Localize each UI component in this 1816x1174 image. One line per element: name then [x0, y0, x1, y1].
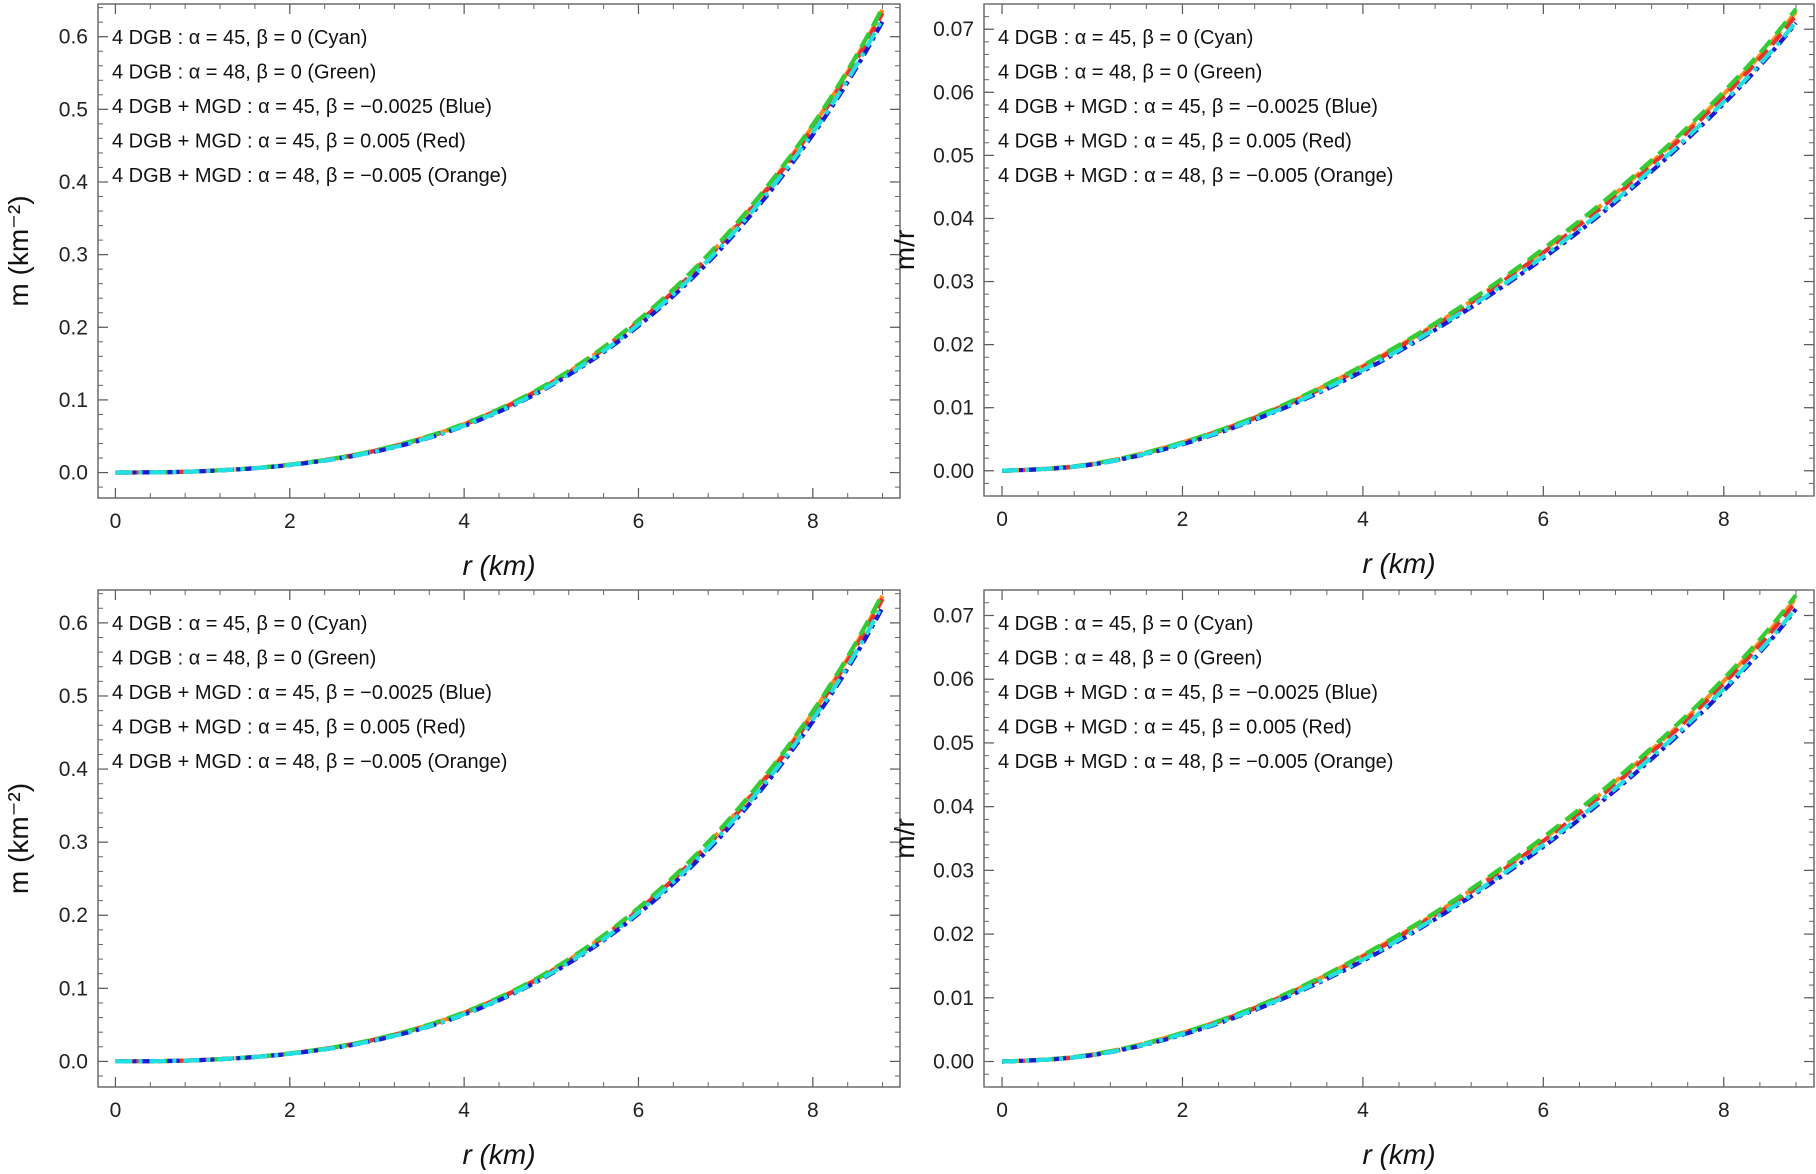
chart-panel-top-right: 0 2 4 6 8 0.00 0.01 0.02 0.03 0.04 0.05 0.06 0.07 r (… [889, 3, 1815, 579]
legend-entry: 4 DGB : α = 48, β = 0 (Green) [112, 62, 376, 84]
chart-panel-top-left: 0 2 4 6 8 0.0 0.1 0.2 0.3 0.4 0.5 0.6 r (km) m (km⁻²)… [3, 3, 901, 581]
series-line-blue [115, 20, 885, 475]
y-tick-label: 0.0 [59, 1050, 88, 1073]
y-tick-label: 0.4 [59, 758, 89, 781]
y-tick-label: 0.00 [933, 1051, 974, 1074]
y-tick-label: 0.4 [59, 171, 89, 194]
y-tick-label: 0.2 [59, 904, 88, 927]
x-tick-label: 0 [110, 1099, 122, 1122]
y-tick-label: 0.07 [933, 604, 974, 627]
legend-entry: 4 DGB + MGD : α = 48, β = −0.005 (Orange… [112, 751, 507, 773]
x-tick-label: 2 [1177, 1099, 1189, 1122]
x-tick-label: 0 [996, 508, 1008, 531]
series-line-cyan [115, 603, 885, 1064]
x-tick-label: 8 [807, 510, 819, 533]
legend-entry: 4 DGB : α = 45, β = 0 (Cyan) [112, 27, 367, 49]
y-tick-label: 0.6 [59, 26, 88, 49]
legend-entry: 4 DGB : α = 48, β = 0 (Green) [112, 648, 376, 670]
x-tick-label: 4 [1357, 1099, 1369, 1122]
y-axis-label: m/r [889, 230, 920, 270]
series-line-cyan [1001, 606, 1798, 1064]
y-tick-label: 0.6 [59, 612, 88, 635]
y-tick-label: 0.04 [933, 796, 974, 819]
y-tick-label: 0.02 [933, 334, 974, 357]
x-tick-label: 6 [1538, 1099, 1550, 1122]
y-tick-label: 0.5 [59, 685, 88, 708]
y-tick-label: 0.05 [933, 732, 974, 755]
y-tick-label: 0.00 [933, 460, 974, 483]
y-axis-label: m (km⁻²) [3, 783, 34, 894]
legend-entry: 4 DGB : α = 45, β = 0 (Cyan) [112, 613, 367, 635]
y-tick-label: 0.06 [933, 81, 974, 104]
y-tick-label: 0.0 [59, 462, 88, 485]
x-tick-label: 8 [1718, 1099, 1730, 1122]
y-tick-label: 0.01 [933, 397, 974, 420]
x-tick-label: 4 [1357, 508, 1369, 531]
legend-entry: 4 DGB + MGD : α = 45, β = 0.005 (Red) [998, 131, 1352, 153]
x-tick-label: 2 [284, 510, 296, 533]
y-tick-label: 0.1 [59, 389, 88, 412]
x-tick-label: 6 [633, 510, 645, 533]
x-tick-label: 6 [1538, 508, 1550, 531]
series-line-green [1001, 593, 1798, 1064]
y-axis-label: m/r [889, 818, 920, 858]
y-tick-label: 0.1 [59, 977, 88, 1000]
y-tick-label: 0.01 [933, 987, 974, 1010]
y-tick-label: 0.06 [933, 668, 974, 691]
x-tick-label: 0 [110, 510, 122, 533]
x-tick-label: 2 [284, 1099, 296, 1122]
x-axis-label: r (km) [462, 550, 535, 581]
series-line-blue [1001, 607, 1798, 1064]
legend-entry: 4 DGB + MGD : α = 45, β = −0.0025 (Blue) [998, 682, 1378, 704]
legend-entry: 4 DGB + MGD : α = 45, β = −0.0025 (Blue) [998, 96, 1378, 118]
y-tick-label: 0.04 [933, 207, 974, 230]
series-line-blue [1001, 21, 1798, 473]
series-line-red [1001, 600, 1798, 1064]
y-tick-label: 0.02 [933, 923, 974, 946]
chart-panel-bottom-right: 0 2 4 6 8 0.00 0.01 0.02 0.03 0.04 0.05 0.06 0.07 r (… [889, 589, 1815, 1170]
y-tick-label: 0.07 [933, 18, 974, 41]
x-tick-label: 2 [1177, 508, 1189, 531]
series-line-cyan [1001, 20, 1798, 473]
legend-entry: 4 DGB + MGD : α = 48, β = −0.005 (Orange… [998, 751, 1393, 773]
series-line-blue [115, 606, 885, 1064]
legend-entry: 4 DGB + MGD : α = 48, β = −0.005 (Orange… [112, 165, 507, 187]
y-tick-label: 0.05 [933, 144, 974, 167]
y-tick-label: 0.5 [59, 98, 88, 121]
legend-entry: 4 DGB + MGD : α = 45, β = 0.005 (Red) [998, 717, 1352, 739]
y-axis-label: m (km⁻²) [3, 195, 34, 306]
x-tick-label: 6 [633, 1099, 645, 1122]
y-tick-label: 0.03 [933, 271, 974, 294]
x-axis-label: r (km) [1362, 548, 1435, 579]
legend-entry: 4 DGB : α = 48, β = 0 (Green) [998, 648, 1262, 670]
legend-entry: 4 DGB + MGD : α = 45, β = 0.005 (Red) [112, 717, 466, 739]
legend-entry: 4 DGB + MGD : α = 48, β = −0.005 (Orange… [998, 165, 1393, 187]
series-line-red [1001, 14, 1798, 473]
x-tick-label: 4 [458, 510, 470, 533]
legend-entry: 4 DGB : α = 45, β = 0 (Cyan) [998, 27, 1253, 49]
x-tick-label: 8 [807, 1099, 819, 1122]
legend-entry: 4 DGB + MGD : α = 45, β = −0.0025 (Blue) [112, 96, 492, 118]
y-tick-label: 0.2 [59, 316, 88, 339]
chart-panel-bottom-left: 0 2 4 6 8 0.0 0.1 0.2 0.3 0.4 0.5 0.6 r (km) m (km⁻²)… [3, 589, 901, 1170]
legend-entry: 4 DGB + MGD : α = 45, β = 0.005 (Red) [112, 131, 466, 153]
y-tick-label: 0.3 [59, 244, 88, 267]
y-tick-label: 0.03 [933, 859, 974, 882]
x-tick-label: 8 [1718, 508, 1730, 531]
series-line-green [1001, 7, 1798, 473]
legend-entry: 4 DGB + MGD : α = 45, β = −0.0025 (Blue) [112, 682, 492, 704]
x-tick-label: 4 [458, 1099, 470, 1122]
x-axis-label: r (km) [1362, 1139, 1435, 1170]
series-line-cyan [115, 17, 885, 475]
x-tick-label: 0 [996, 1099, 1008, 1122]
x-axis-label: r (km) [462, 1139, 535, 1170]
y-tick-label: 0.3 [59, 831, 88, 854]
legend-entry: 4 DGB : α = 48, β = 0 (Green) [998, 62, 1262, 84]
legend-entry: 4 DGB : α = 45, β = 0 (Cyan) [998, 613, 1253, 635]
